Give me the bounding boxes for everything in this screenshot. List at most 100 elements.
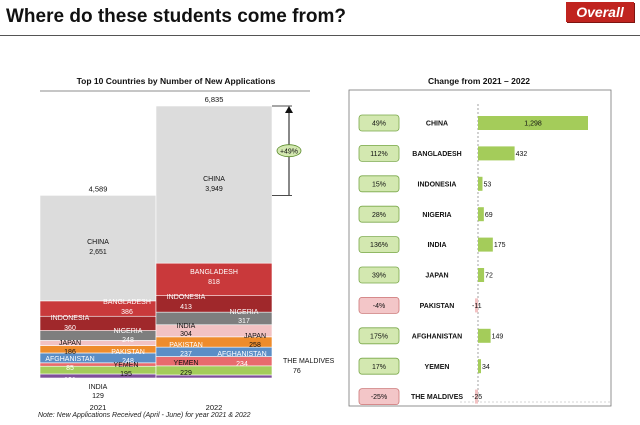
segment-name-nigeria-2021: NIGERIA [114,328,143,335]
growth-badge [276,144,302,158]
change-bar-bangladesh [478,146,515,161]
footnote: Note: New Applications Received (April -… [38,412,251,419]
segment-name-indonesia-2021: INDONESIA [51,315,90,322]
pct-label-yemen: 17% [372,364,386,371]
pct-box-nigeria [358,205,400,223]
change-bar-pakistan [475,298,478,313]
change-bar-japan [478,268,485,282]
pct-label-nigeria: 28% [372,212,386,219]
bar-segment-the-maldives-2022 [155,374,273,379]
segment-name-indonesia-2022: INDONESIA [167,294,206,301]
change-bar-nigeria [478,207,484,222]
pct-box-indonesia [358,175,400,193]
category-label-2022: 2022 [206,403,223,412]
segment-name-china-2022: CHINA [203,176,225,183]
pct-label-indonesia: 15% [372,181,386,188]
bar-segment-china-2022 [155,105,273,264]
segment-value-pakistan-2022: 237 [180,351,192,358]
pct-box-china [358,114,400,132]
pct-box-india [358,236,400,254]
bar-segment-yemen-2021 [39,365,157,375]
segment-name-afghanistan-2021: AFGHANISTAN [45,356,94,363]
change-bar-india [478,237,493,252]
segment-value-india-2022: 304 [180,331,192,338]
total-label-2022: 6,835 [205,95,224,104]
pct-label-pakistan: -4% [373,303,385,310]
pct-box-japan [358,266,400,284]
bar-segment-afghanistan-2021 [39,362,157,367]
change-value-indonesia: 53 [483,181,491,188]
change-value-nigeria: 69 [485,212,493,219]
change-value-japan: 72 [485,273,493,280]
segment-value-indonesia-2021: 360 [64,325,76,332]
pct-box-afghanistan [358,327,400,345]
category-label-2021: 2021 [90,403,107,412]
total-label-2021: 4,589 [89,184,108,193]
segment-name-yemen-2021: YEMEN [114,362,139,369]
segment-name-china-2021: CHINA [87,239,109,246]
country-label-indonesia: INDONESIA [418,181,457,188]
pct-box-the-maldives [358,388,400,406]
change-bar-china [478,116,588,130]
change-bar-indonesia [478,176,483,191]
change-bar-chart: 49% CHINA 1,298 112% BANGLADESH 432 15% INDONES… [358,104,610,406]
overall-badge: Overall [566,2,634,22]
country-label-china: CHINA [426,121,448,128]
segment-value-japan-2021: 186 [64,349,76,356]
pct-box-yemen [358,357,400,375]
segment-name-bangladesh-2022: BANGLADESH [190,269,238,276]
segment-name-japan-2022: JAPAN [244,333,266,340]
segment-value-pakistan-2021: 248 [122,358,134,365]
change-value-india: 175 [494,242,506,249]
title-divider [0,35,640,36]
pct-label-the-maldives: -25% [371,394,387,401]
segment-value-yemen-2022: 229 [180,370,192,377]
segment-value-china-2021: 2,651 [89,249,107,256]
country-label-japan: JAPAN [425,273,448,280]
segment-name-india-2021: INDIA [89,384,108,391]
change-value-afghanistan: 149 [492,333,504,340]
country-label-bangladesh: BANGLADESH [412,151,461,158]
stacked-chart-title: Top 10 Countries by Number of New Applic… [77,76,276,86]
segment-value-bangladesh-2021: 386 [121,309,133,316]
pct-label-china: 49% [372,121,386,128]
segment-value-nigeria-2021: 248 [122,337,134,344]
segment-name-nigeria-2022: NIGERIA [230,309,259,316]
segment-value-the-maldives-2022: 76 [293,368,301,375]
change-chart-title: Change from 2021 – 2022 [428,76,530,86]
segment-name-afghanistan-2022: AFGHANISTAN [217,351,266,358]
segment-name-the-maldives-2022: THE MALDIVES [283,358,335,365]
bar-segment-china-2021 [39,195,157,302]
change-bar-the-maldives [475,389,478,404]
segment-value-afghanistan-2021: 85 [66,365,74,372]
segment-value-the-maldives-2021: 101 [64,377,76,384]
country-label-the-maldives: THE MALDIVES [411,394,463,401]
growth-arrowhead [285,106,293,113]
growth-label: +49% [280,148,298,155]
change-value-bangladesh: 432 [516,151,528,158]
pct-label-bangladesh: 112% [370,151,387,158]
pct-label-india: 136% [370,242,388,249]
change-value-china: 1,298 [524,121,542,128]
change-value-yemen: 34 [482,364,490,371]
segment-name-the-maldives-2021: THE MALDIVES [44,379,96,386]
segment-name-japan-2021: JAPAN [59,340,81,347]
bar-segment-the-maldives-2021 [39,373,157,379]
change-value-the-maldives: -25 [472,394,482,401]
segment-value-afghanistan-2022: 234 [236,361,248,368]
bar-segment-bangladesh-2022 [155,262,273,297]
country-label-afghanistan: AFGHANISTAN [412,333,462,340]
segment-value-bangladesh-2022: 818 [208,279,220,286]
pct-label-japan: 39% [372,273,386,280]
segment-value-nigeria-2022: 317 [238,318,250,325]
segment-value-yemen-2021: 195 [120,371,132,378]
country-label-india: INDIA [427,242,446,249]
segment-value-china-2022: 3,949 [205,186,223,193]
segment-value-indonesia-2022: 413 [180,304,192,311]
segment-name-bangladesh-2021: BANGLADESH [103,299,151,306]
pct-box-bangladesh [358,144,400,162]
change-value-pakistan: -11 [472,303,482,310]
segment-value-india-2021: 129 [92,393,104,400]
